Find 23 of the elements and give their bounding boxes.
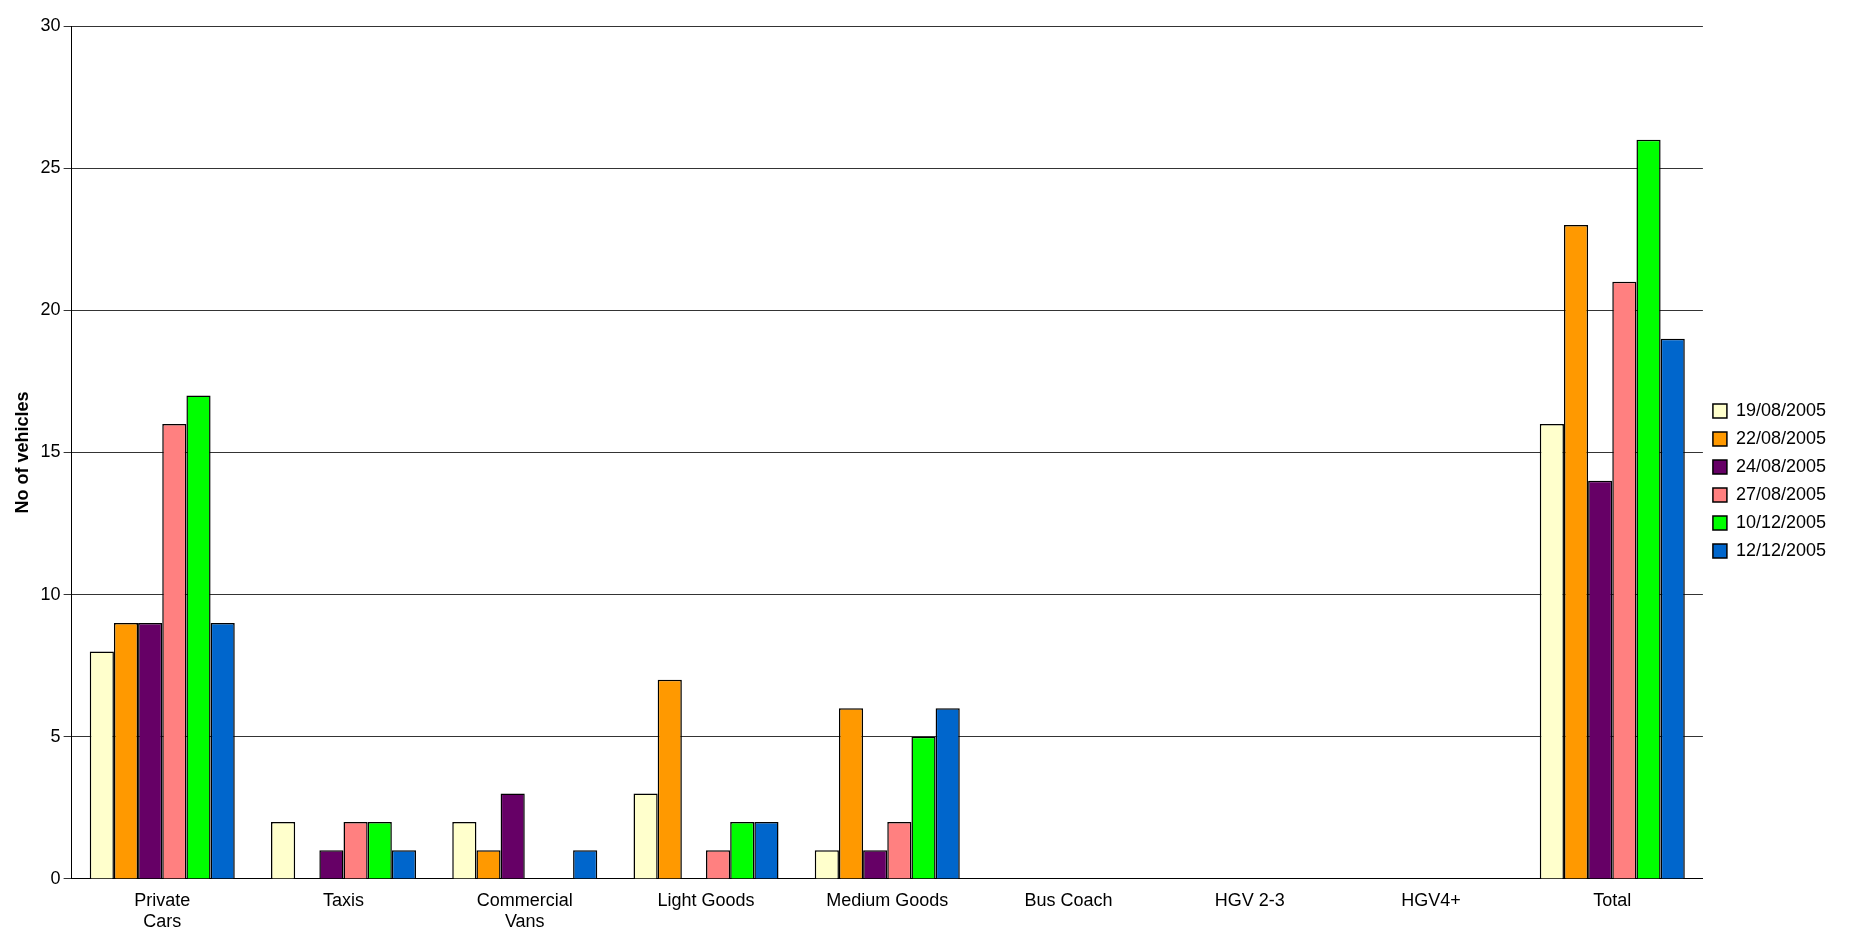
legend-label: 27/08/2005 [1735,483,1827,504]
y-tick-label: 20 [40,299,61,320]
x-tick-label: Medium Goods [826,889,949,910]
x-tick-label: Total [1593,889,1632,910]
x-tick-label: Bus Coach [1024,889,1113,910]
y-tick-label: 10 [40,583,61,604]
y-tick-label: 0 [50,867,61,888]
legend-label: 10/12/2005 [1735,511,1827,532]
y-tick-label: 15 [40,441,61,462]
legend-label: 22/08/2005 [1735,427,1827,448]
legend-label: 19/08/2005 [1735,399,1827,420]
y-tick-label: 30 [40,14,61,35]
x-tick-label: Light Goods [657,889,755,910]
legend-label: 12/12/2005 [1735,539,1827,560]
x-tick-label: Commercial Vans [476,889,573,932]
x-tick-label: HGV 2-3 [1214,889,1285,910]
x-tick-label: HGV4+ [1401,889,1461,910]
y-axis-title: No of vehicles [11,391,32,514]
x-tick-label: Private Cars [134,889,191,932]
y-tick-label: 25 [40,157,61,178]
x-tick-label: Taxis [323,889,365,910]
legend-label: 24/08/2005 [1735,455,1827,476]
y-tick-label: 5 [50,725,61,746]
